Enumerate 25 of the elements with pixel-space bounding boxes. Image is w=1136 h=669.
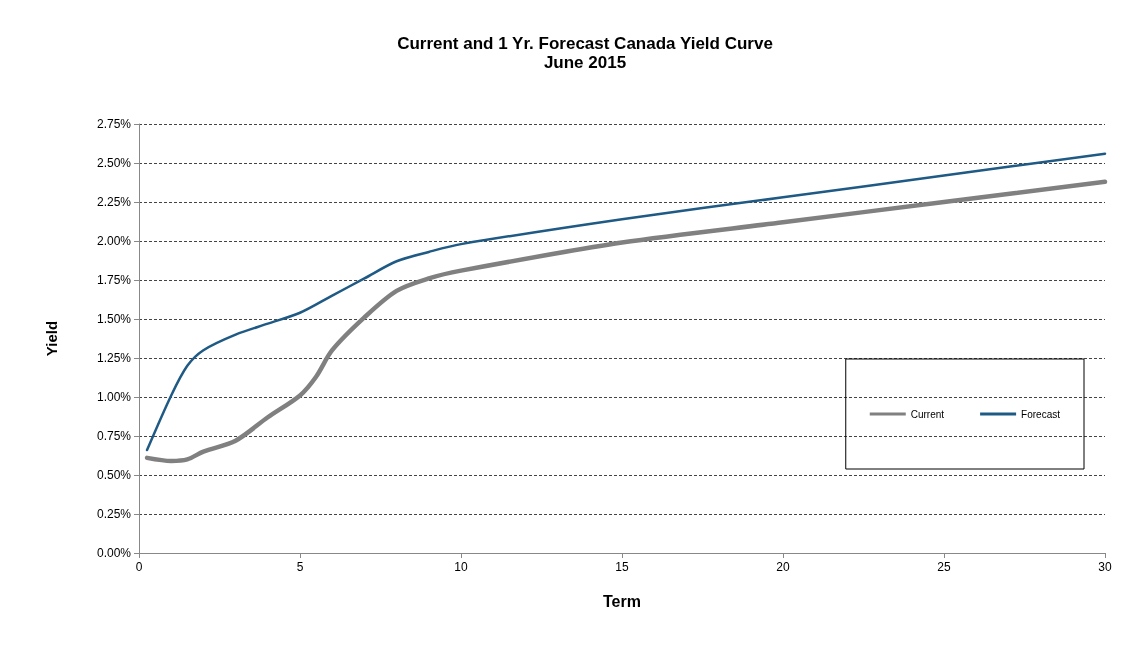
- y-tick-label: 1.00%: [96, 390, 132, 404]
- y-tick-label: 0.75%: [96, 429, 132, 443]
- y-tick-label: 1.25%: [96, 351, 132, 365]
- y-tick-label: 0.25%: [96, 507, 132, 521]
- chart-title: Current and 1 Yr. Forecast Canada Yield Curve: [397, 34, 773, 53]
- y-tick-label: 1.50%: [96, 312, 132, 326]
- y-tick-label: 2.75%: [96, 117, 132, 131]
- y-tick-label: 0.50%: [96, 468, 132, 482]
- x-tick-label: 5: [296, 560, 304, 574]
- chart-subtitle: June 2015: [543, 53, 627, 72]
- x-tick-label: 30: [1098, 560, 1112, 574]
- y-tick-label: 2.00%: [96, 234, 132, 248]
- legend-label: Current: [910, 408, 945, 420]
- x-tick-label: 15: [615, 560, 629, 574]
- x-tick-label: 0: [135, 560, 143, 574]
- x-tick-label: 10: [454, 560, 468, 574]
- x-tick-label: 20: [776, 560, 790, 574]
- y-axis-title: Yield: [43, 320, 60, 357]
- legend-label: Forecast: [1021, 408, 1061, 420]
- y-tick-label: 2.25%: [96, 195, 132, 209]
- x-axis-title: Term: [603, 592, 641, 610]
- y-tick-label: 1.75%: [96, 273, 132, 287]
- x-tick-label: 25: [937, 560, 951, 574]
- y-tick-label: 2.50%: [96, 156, 132, 170]
- y-tick-label: 0.00%: [96, 546, 132, 560]
